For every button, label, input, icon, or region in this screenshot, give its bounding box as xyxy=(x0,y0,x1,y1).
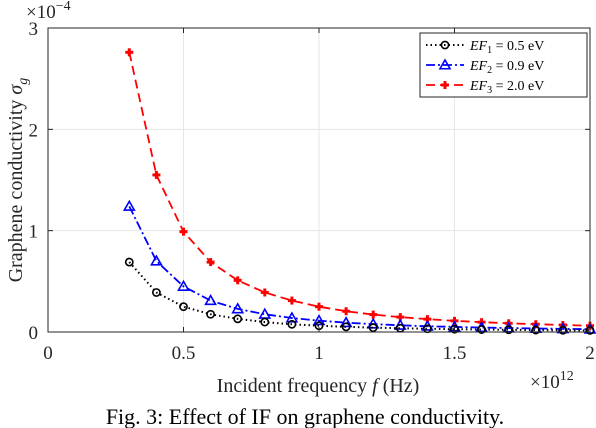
data-point xyxy=(342,307,351,316)
figure-caption: Fig. 3: Effect of IF on graphene conduct… xyxy=(106,404,504,428)
x-tick-label: 0 xyxy=(43,343,53,364)
series-layer xyxy=(122,48,596,335)
data-point xyxy=(179,302,188,312)
x-tick-label: 1 xyxy=(314,343,324,364)
x-tick-label: 0.5 xyxy=(172,343,196,364)
data-point xyxy=(206,258,215,267)
legend-label: EF1 = 0.5 eV xyxy=(469,39,544,56)
legend-label: EF2 = 0.9 eV xyxy=(469,59,544,76)
legend-entry: EF2 = 0.9 eV xyxy=(426,58,544,76)
data-point xyxy=(312,314,326,326)
data-point xyxy=(558,325,568,335)
data-point xyxy=(504,325,514,335)
data-point xyxy=(124,257,134,267)
data-point xyxy=(204,293,217,306)
data-point xyxy=(339,316,353,328)
y-tick-label: 1 xyxy=(29,222,39,243)
data-point xyxy=(450,324,459,334)
series-line xyxy=(128,205,591,331)
data-point xyxy=(369,310,378,319)
data-point xyxy=(287,296,296,305)
data-point xyxy=(366,317,380,329)
data-point xyxy=(341,322,351,332)
data-point xyxy=(125,48,134,57)
legend-entry: EF3 = 2.0 eV xyxy=(426,79,544,96)
legend: EF1 = 0.5 eV EF2 = 0.9 eV EF3 = 2.0 eV xyxy=(419,32,588,98)
y-tick-label: 2 xyxy=(29,120,39,141)
data-point xyxy=(206,309,215,319)
x-tick-label: 2 xyxy=(585,343,595,364)
data-point xyxy=(477,325,486,334)
x-multiplier: ×1012 xyxy=(530,369,574,393)
y-tick-label: 0 xyxy=(29,323,39,344)
ticks: 0 0.5 1 1.5 2 0 1 2 3 xyxy=(29,19,595,364)
y-axis-label: Graphene conductivity σg xyxy=(5,78,31,283)
data-point xyxy=(285,311,299,323)
x-tick-label: 1.5 xyxy=(443,343,467,364)
data-point xyxy=(150,254,163,266)
data-point xyxy=(260,288,269,297)
data-point xyxy=(233,314,243,324)
data-point xyxy=(231,302,245,314)
data-point xyxy=(260,317,270,327)
data-point xyxy=(179,227,188,236)
legend-marker xyxy=(441,81,449,89)
data-point xyxy=(151,288,161,297)
data-point xyxy=(233,276,242,285)
data-point xyxy=(368,323,378,333)
legend-marker xyxy=(438,58,452,70)
data-point xyxy=(531,325,541,335)
series-circle xyxy=(124,257,595,335)
data-point xyxy=(152,170,161,179)
data-point xyxy=(315,302,323,311)
data-point xyxy=(122,199,136,211)
x-axis-label: Incident frequency f (Hz) xyxy=(217,375,420,397)
legend-entry: EF1 = 0.5 eV xyxy=(426,39,544,56)
data-point xyxy=(287,319,297,329)
legend-label: EF3 = 2.0 eV xyxy=(469,79,544,96)
legend-marker xyxy=(440,40,450,50)
data-point xyxy=(177,279,190,291)
y-tick-label: 3 xyxy=(29,19,39,40)
series-line xyxy=(128,261,591,332)
y-multiplier: ×10−4 xyxy=(26,0,71,23)
